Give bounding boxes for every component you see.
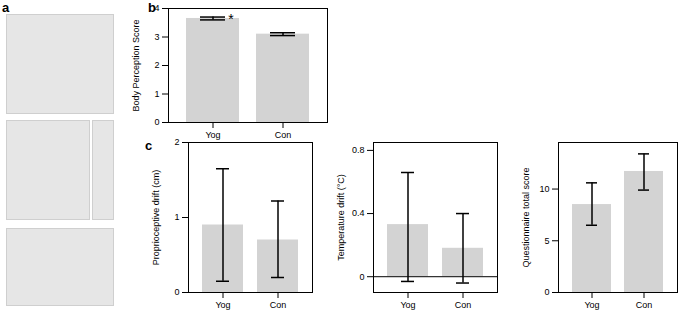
svg-text:5: 5 bbox=[544, 236, 549, 246]
svg-text:Yog: Yog bbox=[205, 130, 220, 140]
svg-text:Con: Con bbox=[270, 300, 287, 310]
svg-text:Questionnaire total score: Questionnaire total score bbox=[521, 167, 531, 267]
svg-text:Con: Con bbox=[636, 300, 653, 310]
svg-text:0: 0 bbox=[154, 117, 159, 127]
svg-text:0: 0 bbox=[174, 287, 179, 297]
svg-text:Yog: Yog bbox=[400, 300, 415, 310]
svg-text:Con: Con bbox=[275, 130, 292, 140]
svg-text:Temperature drift (°C): Temperature drift (°C) bbox=[336, 174, 346, 261]
svg-text:Body Perception Score: Body Perception Score bbox=[131, 19, 141, 111]
svg-text:*: * bbox=[228, 11, 234, 27]
svg-text:Proprioceptive drift (cm): Proprioceptive drift (cm) bbox=[151, 170, 161, 266]
svg-text:0.8: 0.8 bbox=[352, 145, 365, 155]
svg-text:Yog: Yog bbox=[215, 300, 230, 310]
svg-text:0: 0 bbox=[359, 272, 364, 282]
svg-text:0: 0 bbox=[544, 287, 549, 297]
svg-text:2: 2 bbox=[154, 60, 159, 70]
svg-text:1: 1 bbox=[174, 212, 179, 222]
svg-text:Con: Con bbox=[455, 300, 472, 310]
svg-text:Yog: Yog bbox=[584, 300, 599, 310]
svg-text:3: 3 bbox=[154, 32, 159, 42]
svg-text:10: 10 bbox=[539, 184, 549, 194]
svg-text:2: 2 bbox=[174, 137, 179, 147]
svg-text:0.4: 0.4 bbox=[352, 208, 365, 218]
svg-text:1: 1 bbox=[154, 89, 159, 99]
